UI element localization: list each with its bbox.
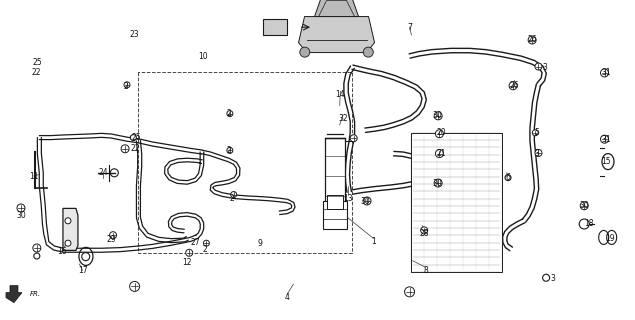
Circle shape xyxy=(82,253,90,260)
Text: 18: 18 xyxy=(584,220,593,228)
Circle shape xyxy=(436,150,443,158)
Text: 6: 6 xyxy=(505,173,511,182)
Circle shape xyxy=(404,287,415,297)
Text: 12: 12 xyxy=(182,258,191,267)
Text: 30: 30 xyxy=(16,211,26,220)
Polygon shape xyxy=(298,17,375,52)
Bar xyxy=(263,19,287,35)
Text: 2: 2 xyxy=(229,194,234,203)
Text: 31: 31 xyxy=(601,68,612,77)
Text: 22: 22 xyxy=(131,144,140,153)
Circle shape xyxy=(34,253,40,259)
Polygon shape xyxy=(6,286,22,303)
Circle shape xyxy=(580,202,588,210)
Circle shape xyxy=(130,135,137,140)
Circle shape xyxy=(300,47,310,57)
Circle shape xyxy=(185,249,193,256)
Polygon shape xyxy=(63,208,78,250)
Circle shape xyxy=(363,197,371,205)
Text: 17: 17 xyxy=(77,266,88,275)
Text: 30: 30 xyxy=(432,111,442,120)
Circle shape xyxy=(363,47,373,57)
Circle shape xyxy=(420,227,428,234)
Text: 29: 29 xyxy=(106,236,116,244)
Circle shape xyxy=(65,240,71,246)
Circle shape xyxy=(110,169,118,177)
Text: FR.: FR. xyxy=(30,291,41,297)
Circle shape xyxy=(601,69,608,77)
Text: 23: 23 xyxy=(130,30,140,39)
Circle shape xyxy=(505,175,511,180)
Bar xyxy=(326,195,343,209)
Circle shape xyxy=(535,149,542,156)
Text: 10: 10 xyxy=(198,52,208,60)
Text: 2: 2 xyxy=(123,82,128,91)
Text: 8: 8 xyxy=(423,266,428,275)
Text: 32: 32 xyxy=(338,114,348,123)
Circle shape xyxy=(601,135,608,143)
Circle shape xyxy=(436,130,443,138)
Text: 1: 1 xyxy=(371,237,376,246)
Text: 7: 7 xyxy=(407,23,412,32)
Text: 16: 16 xyxy=(57,247,67,256)
Circle shape xyxy=(65,218,71,224)
Circle shape xyxy=(121,145,129,153)
Text: 26: 26 xyxy=(509,81,519,90)
Circle shape xyxy=(542,274,550,281)
Text: 4: 4 xyxy=(284,293,290,302)
Text: 2: 2 xyxy=(203,245,208,254)
Circle shape xyxy=(203,240,210,246)
Text: 24: 24 xyxy=(98,168,108,177)
Circle shape xyxy=(528,36,536,44)
Bar xyxy=(411,133,502,272)
Circle shape xyxy=(130,281,140,292)
Text: 25: 25 xyxy=(131,133,142,142)
Text: 21: 21 xyxy=(437,149,446,158)
Text: 30: 30 xyxy=(579,201,589,210)
Text: 20: 20 xyxy=(436,128,446,137)
Bar xyxy=(323,201,347,229)
Circle shape xyxy=(227,111,233,116)
Text: 3: 3 xyxy=(534,149,539,158)
Text: 25: 25 xyxy=(32,58,42,67)
Bar xyxy=(324,139,345,219)
Text: 19: 19 xyxy=(605,234,615,243)
Text: 30: 30 xyxy=(360,197,370,206)
Text: 13: 13 xyxy=(343,194,353,203)
Circle shape xyxy=(434,179,442,187)
Circle shape xyxy=(532,130,538,136)
Text: 15: 15 xyxy=(601,157,612,166)
Circle shape xyxy=(434,112,442,120)
Text: 30: 30 xyxy=(432,179,442,188)
Circle shape xyxy=(227,148,233,153)
Text: 2: 2 xyxy=(226,146,231,155)
Circle shape xyxy=(124,82,130,88)
Circle shape xyxy=(33,244,41,252)
Text: 11: 11 xyxy=(29,172,38,180)
Circle shape xyxy=(535,63,542,70)
Text: 3: 3 xyxy=(542,63,547,72)
Text: 2: 2 xyxy=(226,109,231,118)
Circle shape xyxy=(231,192,237,197)
Text: 26: 26 xyxy=(527,35,537,44)
Text: 27: 27 xyxy=(190,238,201,247)
Circle shape xyxy=(350,135,358,142)
Circle shape xyxy=(17,204,25,212)
Text: 14: 14 xyxy=(335,90,345,99)
Circle shape xyxy=(579,219,589,229)
Text: 31: 31 xyxy=(601,135,612,144)
Text: 5: 5 xyxy=(534,128,539,137)
Circle shape xyxy=(509,82,517,90)
Text: 28: 28 xyxy=(420,229,429,238)
Text: 3: 3 xyxy=(550,274,555,283)
Polygon shape xyxy=(314,0,359,17)
Text: 22: 22 xyxy=(32,68,41,76)
Circle shape xyxy=(109,232,117,239)
Text: 9: 9 xyxy=(258,239,263,248)
